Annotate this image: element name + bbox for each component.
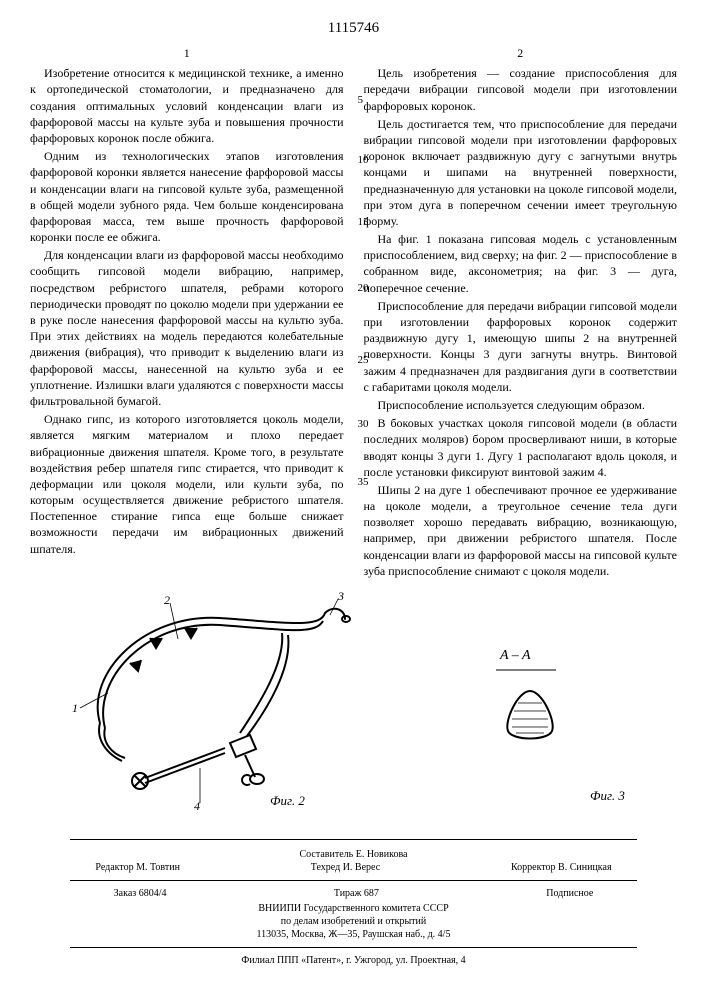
- col2-p4: Приспособление для передачи вибрации гип…: [364, 298, 678, 395]
- footer-compiler: Составитель Е. Новикова: [30, 848, 677, 861]
- footer-rule-2: [70, 880, 637, 881]
- col2-p5: Приспособление используется следующим об…: [364, 397, 678, 413]
- column-left: 1 Изобретение относится к медицинской те…: [30, 45, 344, 581]
- footer-corrector: Корректор В. Синицкая: [511, 861, 612, 874]
- footer-org1: ВНИИПИ Государственного комитета СССР: [30, 902, 677, 915]
- fig2-ref-3: 3: [338, 589, 344, 604]
- footer: Составитель Е. Новикова Редактор М. Товт…: [30, 848, 677, 967]
- col2-p7: Шипы 2 на дуге 1 обеспечивают прочное ее…: [364, 482, 678, 579]
- col1-p4: Однако гипс, из которого изготовляется ц…: [30, 411, 344, 557]
- fig3-caption: Фиг. 3: [590, 788, 625, 804]
- text-columns: 1 Изобретение относится к медицинской те…: [30, 45, 677, 581]
- fig2-ref-4: 4: [194, 799, 200, 814]
- footer-org2: по делам изобретений и открытий: [30, 915, 677, 928]
- col1-number: 1: [30, 45, 344, 61]
- patent-number: 1115746: [30, 20, 677, 37]
- footer-editor: Редактор М. Товтин: [95, 861, 180, 874]
- section-aa-label: A – A: [500, 648, 531, 664]
- col1-p1: Изобретение относится к медицинской техн…: [30, 65, 344, 146]
- footer-order: Заказ 6804/4: [114, 887, 167, 900]
- fig2-ref-1: 1: [72, 701, 78, 716]
- fig3-drawing: [490, 683, 570, 753]
- footer-techred: Техред И. Верес: [311, 861, 380, 874]
- page-container: 1115746 1 Изобретение относится к медици…: [0, 0, 707, 987]
- line-5: 5: [358, 93, 364, 108]
- column-right: 2 Цель изобретения — создание приспособл…: [364, 45, 678, 581]
- fig2-ref-2: 2: [164, 593, 170, 608]
- figures-area: 1 2 3 4 Фиг. 2 A – A Фиг. 3: [30, 593, 677, 833]
- col2-p6: В боковых участках цоколя гипсовой модел…: [364, 415, 678, 480]
- footer-credits: Редактор М. Товтин Техред И. Верес Корре…: [30, 861, 677, 874]
- footer-addr1: 113035, Москва, Ж—35, Раушская наб., д. …: [30, 928, 677, 941]
- footer-subscription: Подписное: [546, 887, 593, 900]
- col2-number: 2: [364, 45, 678, 61]
- col1-p2: Одним из технологических этапов изготовл…: [30, 148, 344, 245]
- col2-p2: Цель достигается тем, что приспособление…: [364, 116, 678, 229]
- fig2-caption: Фиг. 2: [270, 793, 305, 809]
- footer-rule-3: [70, 947, 637, 948]
- section-aa-underline: [496, 669, 556, 673]
- fig2-drawing: [50, 593, 360, 813]
- col1-p3: Для конденсации влаги из фарфоровой масс…: [30, 247, 344, 409]
- col2-p1: Цель изобретения — создание приспособлен…: [364, 65, 678, 114]
- footer-tirage: Тираж 687: [334, 887, 379, 900]
- footer-addr2: Филиал ППП «Патент», г. Ужгород, ул. Про…: [30, 954, 677, 967]
- footer-print-info: Заказ 6804/4 Тираж 687 Подписное: [30, 887, 677, 900]
- col2-p3: На фиг. 1 показана гипсовая модель с уст…: [364, 231, 678, 296]
- footer-rule-1: [70, 839, 637, 840]
